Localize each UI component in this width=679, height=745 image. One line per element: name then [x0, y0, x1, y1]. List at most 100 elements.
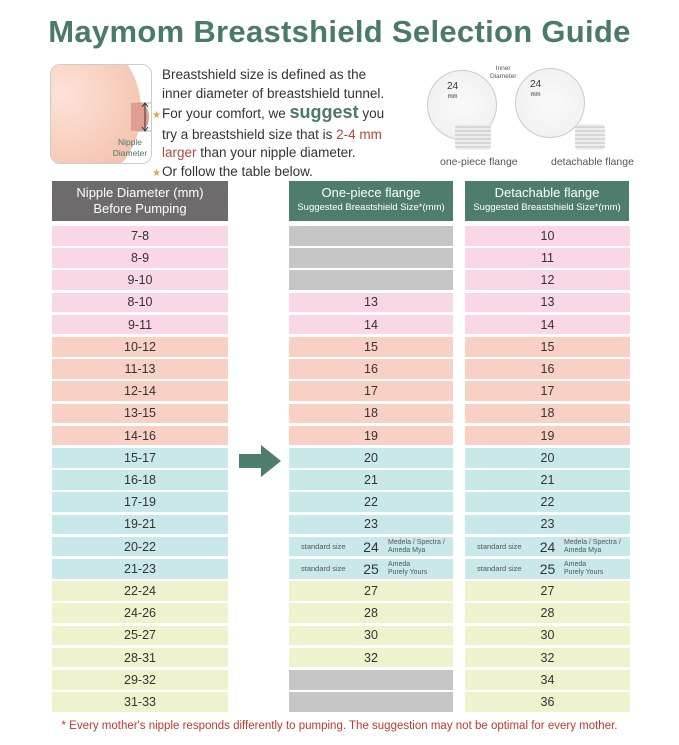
nipple-diameter-cell: 8-9 [52, 248, 228, 268]
detachable-size-cell: 12 [465, 270, 630, 290]
highlight: larger [162, 145, 197, 160]
cell-value: 34 [540, 672, 555, 687]
one-piece-size-cell [289, 270, 453, 290]
cell-value: 24 [539, 538, 556, 555]
cell-value: 18 [364, 406, 378, 421]
one-piece-caption: one-piece flange [440, 156, 518, 168]
cell-value: 22-24 [124, 583, 156, 598]
cell-value: 23 [364, 517, 378, 532]
one-piece-header: One-piece flange Suggested Breastshield S… [289, 181, 453, 221]
one-piece-size-cell [289, 226, 453, 246]
nipple-diameter-cell: 9-10 [52, 270, 228, 290]
detachable-size-cell: 30 [465, 625, 630, 646]
nipple-diameter-cell: 17-19 [52, 492, 228, 512]
detachable-size-cell: standard size Ameda Purely Yours 25 [465, 559, 630, 579]
nipple-diameter-cell: 14-16 [52, 425, 228, 446]
one-piece-size-cell: 19 [289, 425, 453, 446]
cell-value: 27 [540, 583, 555, 598]
bottle-image [575, 124, 605, 150]
t: Nipple Diameter (mm) [76, 185, 204, 200]
brand-line: Medela / Spectra / [564, 538, 621, 546]
detachable-size-cell: 16 [465, 359, 630, 379]
nipple-diameter-cell: 7-8 [52, 226, 228, 246]
arrow-right-icon [239, 445, 281, 477]
t: Suggested Breastshield Size*(mm) [473, 202, 621, 213]
brand-line: Medela / Spectra / [388, 538, 445, 546]
detachable-flange-image [515, 68, 585, 138]
nipple-diameter-cell: 20-22 [52, 536, 228, 557]
cell-value: 25 [363, 560, 379, 577]
nipple-diameter-cell: 24-26 [52, 603, 228, 623]
cell-value: 20 [364, 450, 378, 465]
one-piece-size-cell [289, 692, 453, 712]
cell-value: 24 [363, 538, 379, 555]
nipple-diameter-cell: 31-33 [52, 692, 228, 712]
cell-value: 27 [364, 583, 378, 598]
brand-line: Ameda Mya [388, 546, 426, 554]
unit: mm [530, 92, 541, 98]
brand-line: Ameda [388, 560, 411, 568]
nipple-diameter-cell: 12-14 [52, 381, 228, 401]
brand-label: Ameda Purely Yours [388, 561, 427, 577]
cell-value: 11-13 [124, 361, 156, 376]
one-piece-size-cell: 18 [289, 403, 453, 424]
detachable-size-cell: 32 [465, 647, 630, 668]
t: Suggested Breastshield Size*(mm) [297, 202, 445, 213]
detachable-size-cell: 21 [465, 470, 630, 490]
cell-value: 15-17 [124, 450, 156, 465]
cell-value: 17 [364, 384, 378, 399]
star-icon: ★ [152, 110, 161, 121]
text: For your comfort, we [162, 106, 290, 121]
one-piece-size-cell: 17 [289, 381, 453, 401]
cell-value: 13-15 [124, 406, 156, 421]
detachable-caption: detachable flange [551, 156, 634, 168]
one-piece-size-cell: standard size Medela / Spectra / Ameda Mya… [289, 536, 453, 557]
cell-value: 25-27 [124, 628, 156, 643]
t: Before Pumping [93, 201, 187, 216]
cell-value: 19 [540, 428, 555, 443]
nipple-diameter-cell: 21-23 [52, 559, 228, 579]
t: Detachable flange [494, 185, 600, 200]
cell-value: 8-9 [130, 250, 150, 265]
nipple-diameter-cell: 22-24 [52, 581, 228, 601]
nipple-diameter-cell: 19-21 [52, 514, 228, 535]
detachable-size-cell: 28 [465, 603, 630, 623]
detachable-size-cell: 17 [465, 381, 630, 401]
cell-value: 21 [364, 472, 378, 487]
cell-value: 21 [540, 472, 555, 487]
footnote: * Every mother's nipple responds differe… [0, 720, 679, 732]
cell-value: 23 [540, 517, 555, 532]
brand-label: Medela / Spectra / Ameda Mya [564, 539, 621, 555]
detachable-size-cell: 13 [465, 292, 630, 313]
cell-value: 14-16 [124, 428, 156, 443]
detachable-header: Detachable flange Suggested Breastshield … [465, 181, 629, 221]
footnote-text: Every mother's nipple responds different… [65, 720, 618, 732]
text: you [358, 106, 385, 121]
one-piece-size-cell: 27 [289, 581, 453, 601]
one-piece-size-cell: 15 [289, 337, 453, 357]
detachable-size-cell: 27 [465, 581, 630, 601]
desc-line: larger than your nipple diameter. [162, 144, 422, 163]
one-piece-size-cell: 22 [289, 492, 453, 512]
detachable-size-cell: 22 [465, 492, 630, 512]
description: Breastshield size is defined as the inne… [152, 66, 422, 183]
cell-value: 22 [364, 495, 378, 510]
nipple-diameter-cell: 9-11 [52, 314, 228, 335]
detachable-size-cell: 15 [465, 337, 630, 357]
t: Diameter [490, 73, 517, 80]
cell-value: 14 [364, 317, 378, 332]
cell-value: 24-26 [124, 606, 156, 621]
cell-value: 15 [364, 339, 378, 354]
nipple-diameter-cell: 10-12 [52, 337, 228, 357]
cell-value: 8-10 [127, 295, 153, 310]
one-piece-size-cell: 13 [289, 292, 453, 313]
size-label: 24 mm [447, 82, 458, 102]
brand-line: Ameda [564, 560, 587, 568]
one-piece-size-cell [289, 670, 453, 690]
nipple-diameter-cell: 13-15 [52, 403, 228, 424]
cell-value: 32 [364, 650, 378, 665]
one-piece-size-cell: 16 [289, 359, 453, 379]
cell-value: 15 [540, 339, 555, 354]
detachable-size-cell: 18 [465, 403, 630, 424]
cell-value: 16 [540, 361, 555, 376]
